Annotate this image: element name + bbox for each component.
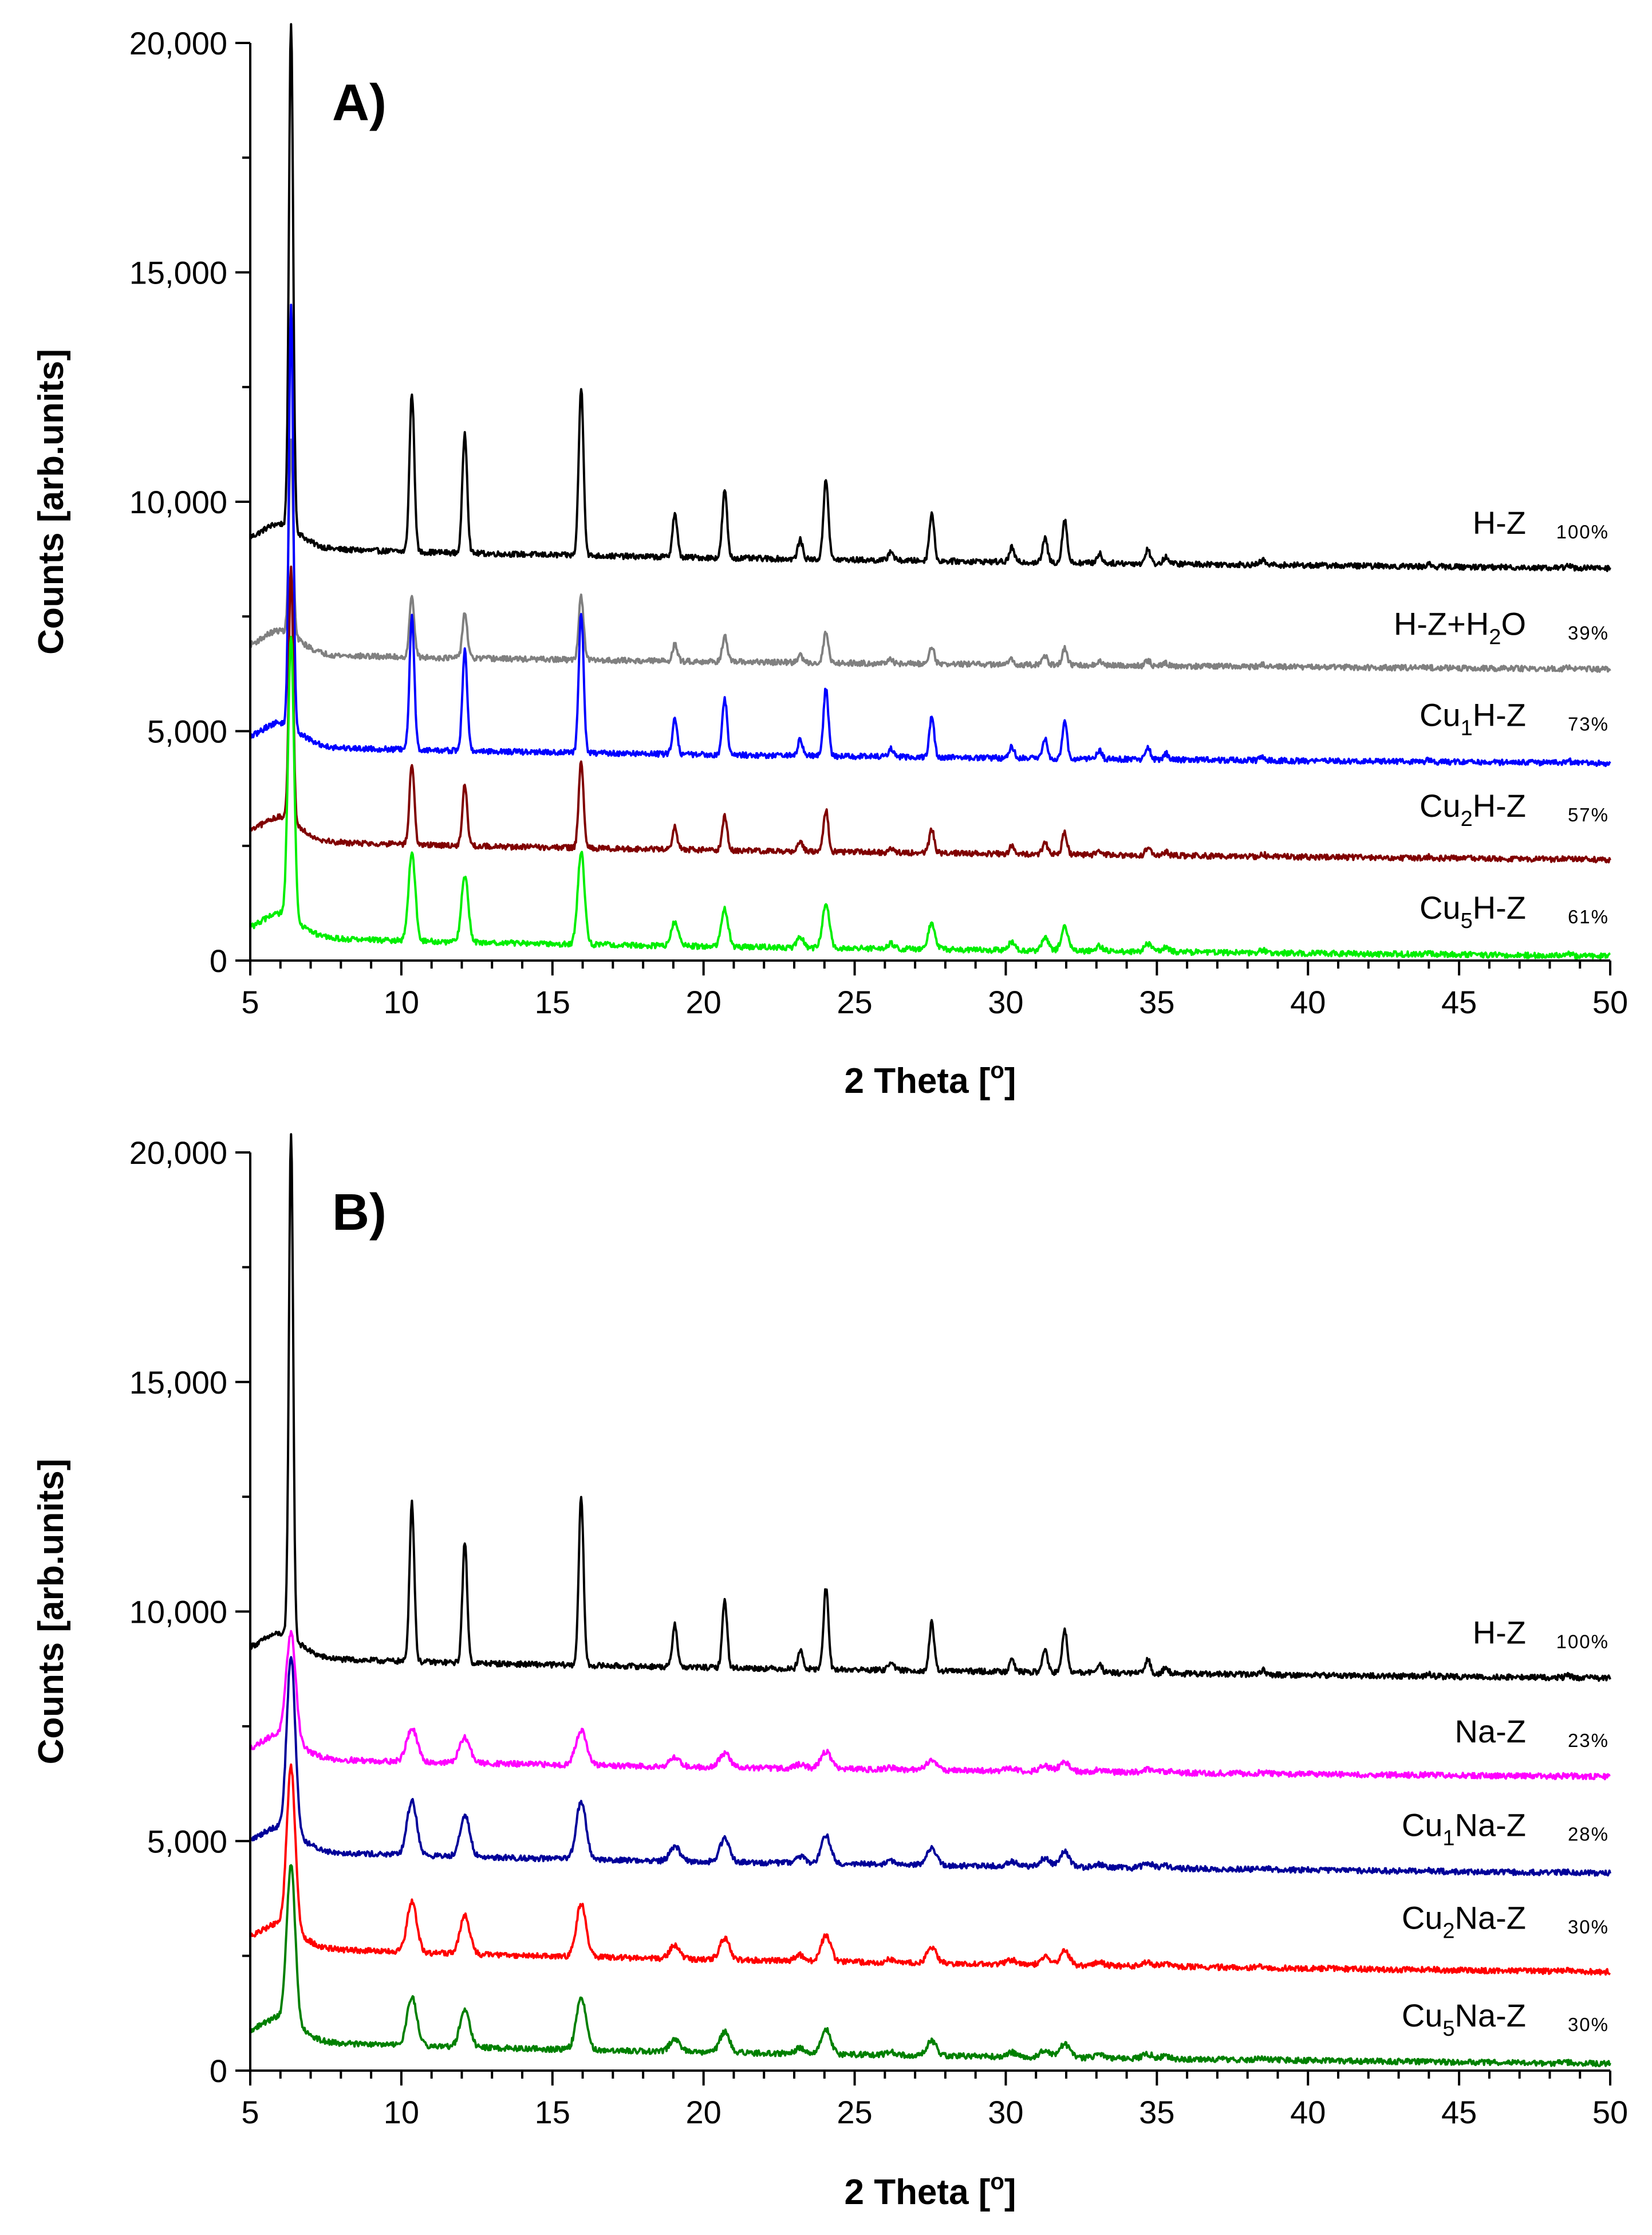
x-tick-label: 35 (1139, 2094, 1174, 2130)
series-line (249, 23, 1611, 572)
series-line (249, 438, 1611, 673)
y-axis-title: Counts [arb.units] (31, 349, 71, 655)
x-tick-label: 10 (384, 2094, 419, 2130)
x-tick-label: 30 (988, 984, 1023, 1020)
y-tick-label: 20,000 (129, 25, 227, 61)
y-tick-label: 0 (210, 2053, 227, 2089)
x-tick-label: 45 (1441, 984, 1477, 1020)
series-percent-label: 73% (1568, 714, 1609, 735)
series-label: Cu2Na-Z (1402, 1900, 1526, 1943)
x-tick-label: 25 (837, 2094, 872, 2130)
series-percent-label: 57% (1568, 804, 1609, 825)
series-percent-label: 100% (1556, 1631, 1609, 1652)
y-tick-label: 10,000 (129, 1594, 227, 1630)
series-line (250, 1630, 1611, 1781)
x-tick-label: 45 (1441, 2094, 1477, 2130)
x-tick-label: 10 (384, 984, 419, 1020)
x-tick-label: 35 (1139, 984, 1174, 1020)
series-label: H-Z (1473, 505, 1526, 541)
x-tick-label: 15 (535, 2094, 570, 2130)
panel-label: B) (332, 1184, 387, 1241)
x-tick-label: 15 (535, 984, 570, 1020)
series-line (249, 565, 1611, 864)
panel-a: H-Z 100% H-Z+H2O 39% Cu1H-Z 73% Cu2H-Z 57% Cu5H-… (31, 23, 1628, 1101)
series-percent-label: 100% (1556, 521, 1609, 542)
series-percent-label: 39% (1568, 622, 1609, 643)
series-percent-label: 30% (1568, 1917, 1609, 1938)
series-percent-label: 61% (1568, 906, 1609, 927)
y-tick-label: 20,000 (129, 1135, 227, 1171)
x-tick-label: 25 (837, 984, 872, 1020)
y-tick-label: 15,000 (129, 1364, 227, 1400)
y-tick-label: 15,000 (129, 255, 227, 291)
series-label: Cu5H-Z (1420, 890, 1526, 933)
x-tick-label: 50 (1592, 2094, 1628, 2130)
series-percent-label: 30% (1568, 2014, 1609, 2035)
y-tick-label: 10,000 (129, 484, 227, 520)
y-tick-label: 5,000 (147, 714, 227, 750)
x-tick-label: 20 (686, 2094, 721, 2130)
series-label: Cu1Na-Z (1402, 1807, 1526, 1850)
series-line (249, 1656, 1611, 1877)
series-label: H-Z+H2O (1394, 605, 1526, 649)
series-line (249, 1763, 1611, 1976)
x-tick-label: 50 (1592, 984, 1628, 1020)
panel-label: A) (332, 74, 387, 132)
series-label: Na-Z (1455, 1713, 1526, 1749)
x-tick-label: 5 (241, 984, 259, 1020)
series-line (249, 636, 1611, 960)
series-line (249, 1864, 1611, 2067)
series-label: Cu5Na-Z (1402, 1997, 1526, 2041)
series-percent-label: 23% (1568, 1730, 1609, 1751)
series-label: Cu1H-Z (1420, 697, 1526, 741)
series-label: Cu2H-Z (1420, 788, 1526, 831)
panel-b: H-Z 100% Na-Z 23% Cu1Na-Z 28% Cu2Na-Z 30% Cu5Na-… (31, 1133, 1628, 2212)
x-axis-title: 2 Theta [o] (844, 1058, 1016, 1101)
series-label: H-Z (1473, 1615, 1526, 1651)
x-tick-label: 40 (1290, 984, 1326, 1020)
series-percent-label: 28% (1568, 1823, 1609, 1844)
x-axis-title: 2 Theta [o] (844, 2169, 1016, 2212)
series-line (249, 304, 1611, 768)
y-tick-label: 0 (210, 943, 227, 979)
y-tick-label: 5,000 (147, 1823, 227, 1859)
y-axis-title: Counts [arb.units] (31, 1459, 71, 1765)
series-line (249, 1133, 1611, 1682)
x-tick-label: 40 (1290, 2094, 1326, 2130)
x-tick-label: 20 (686, 984, 721, 1020)
x-tick-label: 5 (241, 2094, 259, 2130)
x-tick-label: 30 (988, 2094, 1023, 2130)
